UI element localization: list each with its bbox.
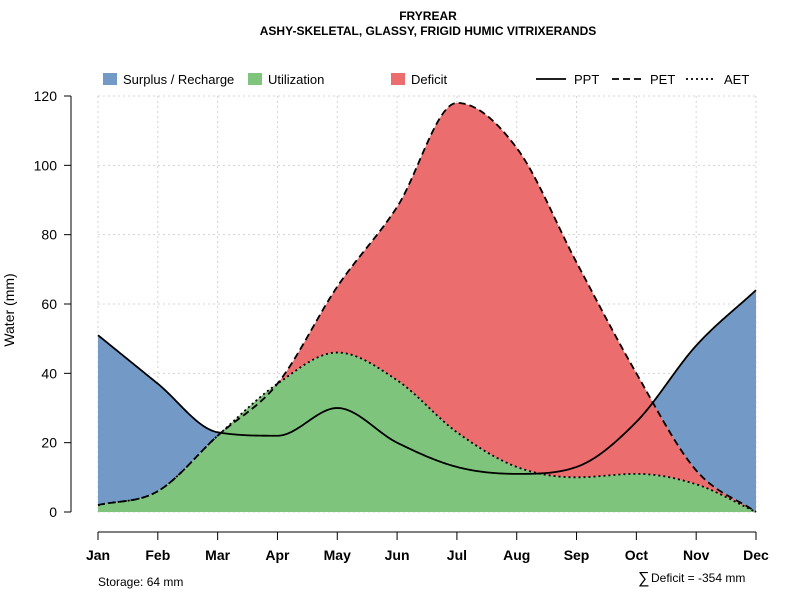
area-fills <box>98 102 756 513</box>
utilization-area <box>98 352 756 512</box>
series-lines <box>97 102 757 513</box>
x-tick-label-oct: Oct <box>625 547 649 563</box>
legend-label-surplus-recharge: Surplus / Recharge <box>123 72 234 87</box>
x-tick-label-jan: Jan <box>86 547 110 563</box>
legend-label-aet: AET <box>724 72 749 87</box>
y-tick-label-6: 120 <box>34 88 58 104</box>
series-line-pet <box>97 102 757 513</box>
x-tick-label-may: May <box>324 547 351 563</box>
chart-subtitle: ASHY-SKELETAL, GLASSY, FRIGID HUMIC VITR… <box>260 24 596 38</box>
surplus-recharge-area <box>98 102 756 513</box>
legend: Surplus / Recharge Utilization Deficit PPT P… <box>103 72 749 87</box>
y-tick-label-4: 80 <box>41 227 57 243</box>
legend-swatch-utilization <box>248 73 262 85</box>
x-tick-label-aug: Aug <box>503 547 530 563</box>
x-tick-label-jul: Jul <box>447 547 467 563</box>
y-tick-label-2: 40 <box>41 365 57 381</box>
chart-title: FRYREAR <box>399 9 457 23</box>
y-tick-label-5: 100 <box>34 157 58 173</box>
x-tick-label-feb: Feb <box>145 547 170 563</box>
deficit-area <box>98 102 756 513</box>
legend-label-ppt: PPT <box>574 72 599 87</box>
legend-label-pet: PET <box>650 72 675 87</box>
legend-swatch-surplus-recharge <box>103 73 117 85</box>
y-tick-label-0: 0 <box>49 504 57 520</box>
y-tick-label-1: 20 <box>41 435 57 451</box>
y-axis-label: Water (mm) <box>1 273 17 346</box>
y-tick-label-3: 60 <box>41 296 57 312</box>
x-tick-label-mar: Mar <box>205 547 230 563</box>
x-tick-label-apr: Apr <box>265 547 290 563</box>
sum-symbol: ∑ <box>638 570 649 587</box>
legend-swatch-deficit <box>391 73 405 85</box>
x-tick-label-jun: Jun <box>385 547 410 563</box>
series-line-ppt <box>97 289 757 475</box>
legend-label-utilization: Utilization <box>268 72 324 87</box>
deficit-annotation: Deficit = -354 mm <box>651 571 745 585</box>
legend-label-deficit: Deficit <box>411 72 448 87</box>
x-tick-label-nov: Nov <box>683 547 710 563</box>
storage-annotation: Storage: 64 mm <box>98 575 183 589</box>
x-tick-label-sep: Sep <box>564 547 590 563</box>
axes: 0 20 40 60 80 100 120 Jan Feb Mar Apr May Jun Jul Aug S… <box>34 88 769 563</box>
x-tick-label-dec: Dec <box>743 547 769 563</box>
